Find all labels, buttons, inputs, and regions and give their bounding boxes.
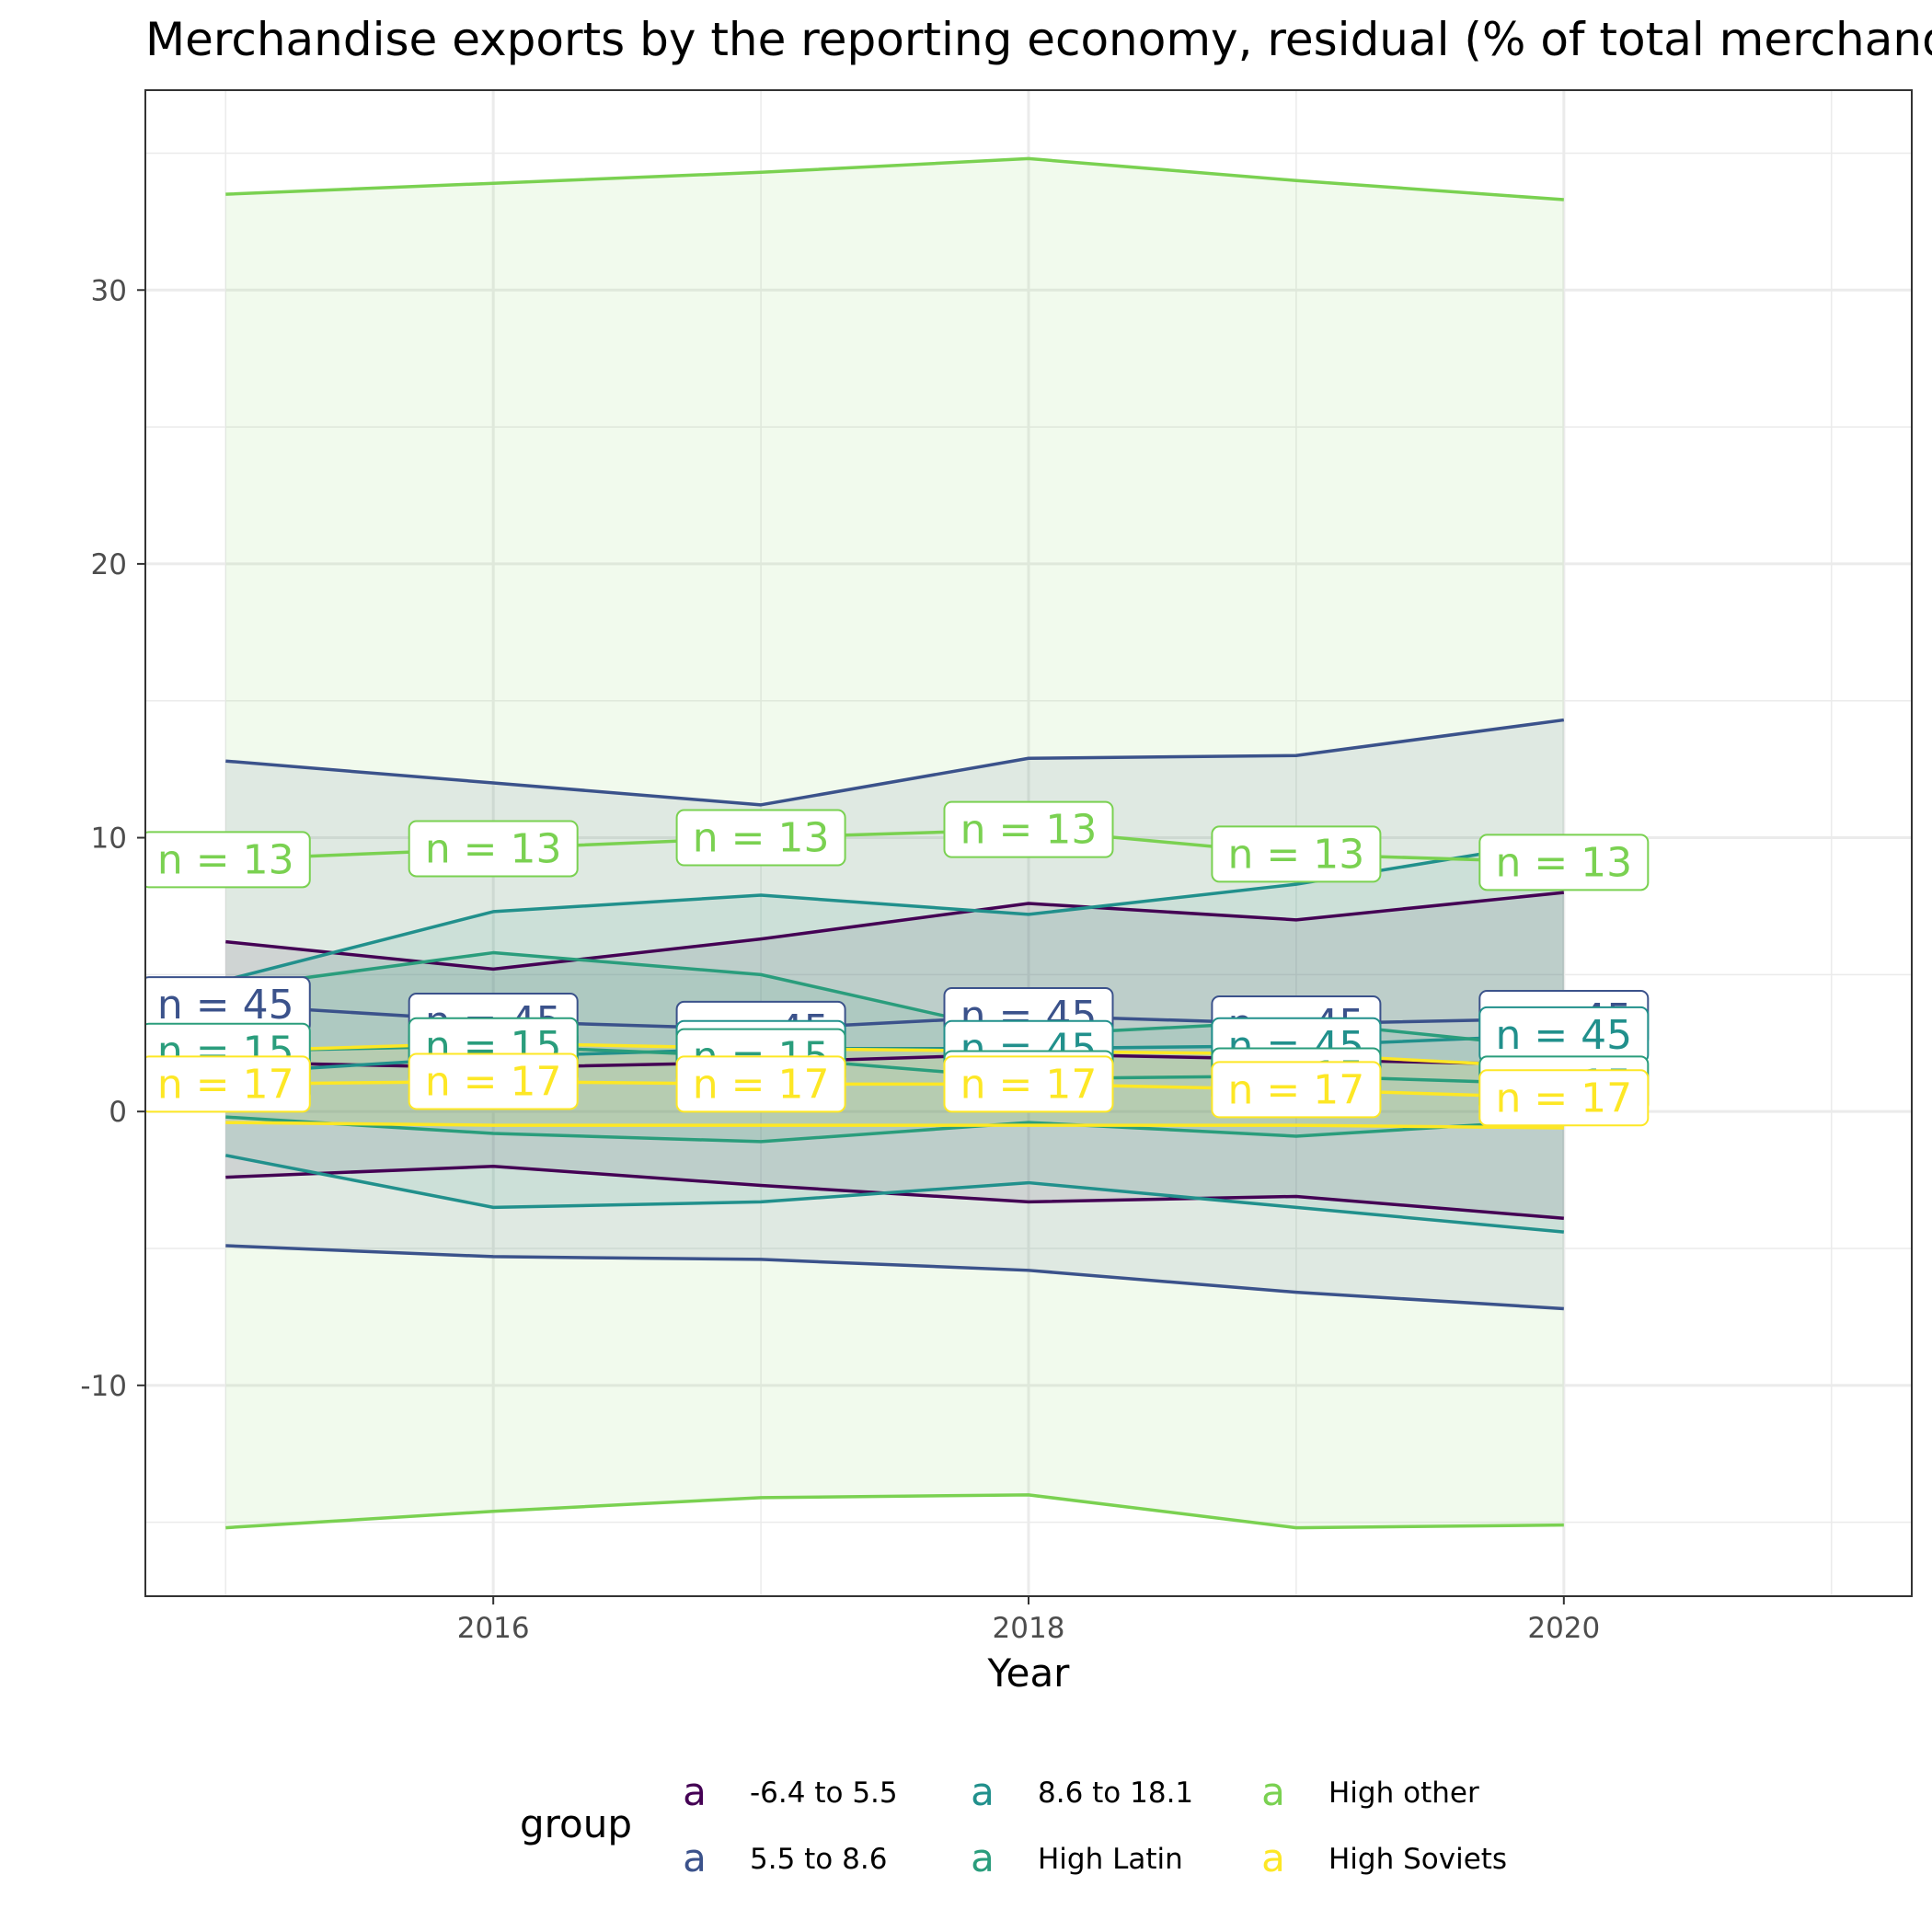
n-label-text: n = 17 — [425, 1058, 562, 1105]
n-label: n = 13 — [675, 809, 846, 867]
n-label: n = 13 — [408, 820, 579, 878]
y-tick-label: 10 — [91, 822, 127, 856]
series-line-upper — [225, 718, 1565, 807]
y-tick-label: -10 — [80, 1370, 127, 1403]
n-label-text: n = 17 — [157, 1061, 294, 1108]
legend-label: High Latin — [1038, 1843, 1183, 1876]
n-label-box — [675, 1055, 846, 1113]
n-label-text: n = 13 — [693, 815, 830, 862]
legend-key: a — [1261, 1835, 1285, 1880]
legend-key: a — [971, 1769, 995, 1814]
legend-key: a — [971, 1835, 995, 1880]
ribbon — [225, 158, 1564, 1528]
n-label: n = 45 — [145, 976, 311, 1034]
legend-key: a — [683, 1769, 707, 1814]
legend-label: -6.4 to 5.5 — [750, 1777, 898, 1810]
n-label-text: n = 45 — [1495, 1012, 1632, 1059]
n-label: n = 13 — [145, 831, 311, 889]
n-label-box — [943, 800, 1114, 858]
n-label-box — [145, 1055, 311, 1113]
n-label-box — [675, 809, 846, 867]
x-axis-title: Year — [987, 1650, 1071, 1696]
series-line-upper — [225, 156, 1564, 201]
grid — [145, 90, 1912, 1596]
y-tick-label: 20 — [91, 548, 127, 581]
y-tick-label: 0 — [109, 1096, 127, 1129]
n-label-text: n = 13 — [425, 825, 562, 872]
n-labels: n = 45n = 45n = 45n = 45n = 45n = 45n = … — [145, 800, 1650, 1127]
n-label-box — [1478, 1069, 1650, 1127]
n-label-box — [1211, 1061, 1382, 1119]
y-axis: -10 0 10 20 30 — [80, 274, 145, 1403]
n-label: n = 17 — [145, 1055, 311, 1113]
n-label-box — [408, 820, 579, 878]
n-label-text: n = 17 — [1495, 1075, 1632, 1121]
n-label: n = 13 — [1478, 834, 1650, 891]
series-line-lower — [225, 1493, 1564, 1530]
n-label: n = 17 — [1478, 1069, 1650, 1127]
n-label-text: n = 17 — [693, 1061, 830, 1108]
n-label-box — [408, 1052, 579, 1110]
x-tick-label: 2018 — [993, 1612, 1065, 1645]
n-label: n = 13 — [1211, 825, 1382, 883]
y-tick-label: 30 — [91, 274, 127, 307]
legend-label: 8.6 to 18.1 — [1038, 1777, 1193, 1810]
n-label-text: n = 13 — [1228, 831, 1365, 878]
n-label-box — [145, 831, 311, 889]
n-label-box — [943, 1055, 1114, 1113]
n-label: n = 17 — [675, 1055, 846, 1113]
n-label: n = 45 — [1478, 1006, 1650, 1064]
series-line-upper — [225, 891, 1564, 972]
n-label-text: n = 17 — [960, 1061, 1098, 1108]
n-label-text: n = 17 — [1228, 1066, 1365, 1113]
n-label-text: n = 13 — [960, 807, 1098, 854]
n-label: n = 17 — [1211, 1061, 1382, 1119]
chart-title: Merchandise exports by the reporting eco… — [145, 13, 1932, 66]
legend-label: 5.5 to 8.6 — [750, 1843, 887, 1876]
n-label-box — [1478, 834, 1650, 891]
n-label-text: n = 13 — [157, 836, 294, 883]
series-line-lower — [225, 1115, 1564, 1144]
n-label-text: n = 13 — [1495, 839, 1632, 886]
x-tick-label: 2020 — [1527, 1612, 1600, 1645]
n-label: n = 17 — [408, 1052, 579, 1110]
series-line-lower — [224, 1154, 1564, 1234]
n-label: n = 17 — [943, 1055, 1114, 1113]
n-label: n = 13 — [943, 800, 1114, 858]
legend-label: High Soviets — [1328, 1843, 1507, 1876]
legend-title: group — [520, 1801, 632, 1846]
legend-label: High other — [1328, 1777, 1479, 1810]
n-label-box — [1211, 825, 1382, 883]
n-label-text: n = 45 — [157, 982, 294, 1029]
legend-key: a — [683, 1835, 707, 1880]
series-line-lower — [225, 1121, 1564, 1130]
legend-key: a — [1261, 1769, 1285, 1814]
x-axis: 2016 2018 2020 — [457, 1596, 1600, 1645]
legend: group a -6.4 to 5.5 a 5.5 to 8.6 a 8.6 to 18.… — [520, 1769, 1507, 1880]
series-line-lower — [225, 1244, 1564, 1311]
x-tick-label: 2016 — [457, 1612, 530, 1645]
